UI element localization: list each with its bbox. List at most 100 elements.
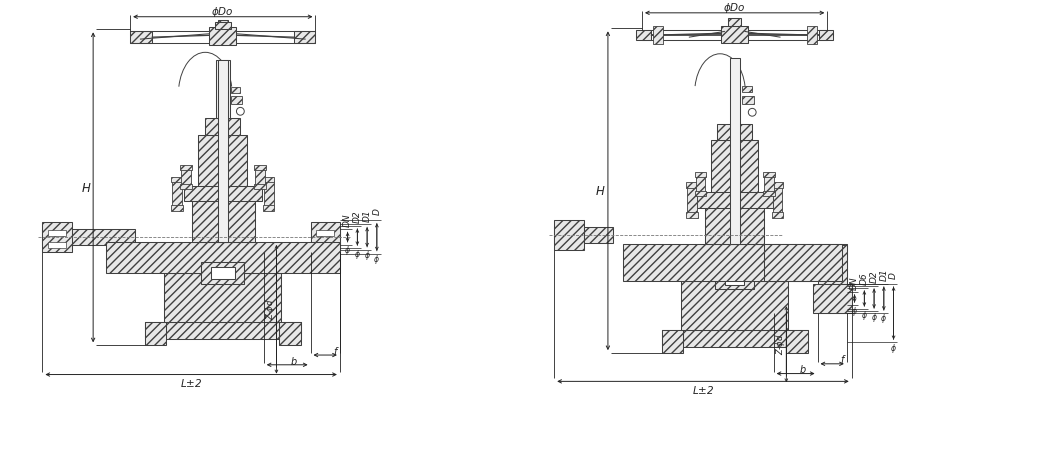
Text: H: H bbox=[82, 181, 91, 194]
Bar bbox=[728, 18, 742, 27]
Bar bbox=[681, 281, 788, 330]
Text: Z-$\phi$d: Z-$\phi$d bbox=[265, 298, 277, 319]
Text: $\phi$: $\phi$ bbox=[354, 247, 360, 260]
Text: D: D bbox=[372, 208, 382, 215]
Bar bbox=[316, 231, 334, 237]
Bar bbox=[183, 187, 261, 202]
Bar bbox=[652, 28, 663, 45]
Bar bbox=[218, 21, 228, 28]
Bar bbox=[813, 284, 852, 313]
Bar bbox=[144, 322, 300, 340]
Text: f: f bbox=[333, 346, 336, 356]
Bar bbox=[773, 188, 782, 213]
Bar bbox=[144, 322, 167, 345]
Text: $\phi$: $\phi$ bbox=[871, 310, 878, 323]
Bar bbox=[742, 87, 753, 92]
Bar bbox=[695, 192, 706, 197]
Bar bbox=[772, 212, 783, 218]
Bar bbox=[716, 270, 755, 289]
Bar bbox=[216, 60, 230, 119]
Bar bbox=[637, 31, 650, 41]
Bar bbox=[262, 206, 274, 211]
Bar bbox=[171, 206, 182, 211]
Bar bbox=[164, 274, 281, 322]
Bar bbox=[171, 177, 182, 183]
Bar bbox=[696, 176, 705, 196]
Bar bbox=[763, 192, 775, 197]
Text: DN: DN bbox=[344, 213, 352, 227]
Bar bbox=[697, 193, 773, 208]
Bar bbox=[772, 183, 783, 189]
Bar bbox=[42, 230, 135, 245]
Bar bbox=[209, 28, 236, 46]
Text: $\phi$Do: $\phi$Do bbox=[723, 1, 746, 15]
Bar bbox=[786, 330, 807, 353]
Text: $\phi$: $\phi$ bbox=[345, 244, 351, 257]
Text: Z-$\phi$d: Z-$\phi$d bbox=[774, 333, 787, 354]
Bar bbox=[231, 88, 240, 93]
Bar bbox=[729, 59, 740, 244]
Text: $\phi$: $\phi$ bbox=[364, 249, 371, 262]
Text: $\phi$: $\phi$ bbox=[852, 304, 858, 317]
Bar bbox=[311, 230, 339, 245]
Bar bbox=[201, 263, 245, 284]
Text: b: b bbox=[291, 356, 297, 366]
Bar bbox=[254, 185, 266, 190]
Bar bbox=[711, 140, 758, 201]
Text: D2: D2 bbox=[353, 210, 362, 223]
Bar bbox=[554, 221, 584, 250]
Text: L$\pm$2: L$\pm$2 bbox=[691, 383, 715, 395]
Text: D6: D6 bbox=[860, 272, 868, 285]
Bar bbox=[105, 242, 339, 274]
Bar bbox=[695, 172, 706, 177]
Bar bbox=[686, 212, 698, 218]
Bar bbox=[218, 60, 228, 242]
Bar bbox=[725, 274, 744, 285]
Text: $\phi$: $\phi$ bbox=[880, 312, 887, 325]
Bar bbox=[818, 245, 846, 313]
Bar bbox=[764, 244, 842, 281]
Bar bbox=[554, 228, 584, 244]
Bar bbox=[198, 135, 248, 194]
Bar bbox=[721, 27, 748, 44]
Text: D2: D2 bbox=[870, 270, 879, 283]
Bar bbox=[42, 223, 72, 252]
Text: $\phi$: $\phi$ bbox=[891, 341, 897, 354]
Bar bbox=[279, 322, 300, 345]
Text: DN: DN bbox=[851, 276, 859, 289]
Bar bbox=[686, 183, 698, 189]
Bar bbox=[192, 194, 255, 242]
Text: L$\pm$2: L$\pm$2 bbox=[180, 377, 202, 388]
Bar bbox=[717, 124, 753, 140]
Bar bbox=[180, 185, 192, 190]
Text: H: H bbox=[596, 185, 605, 198]
Text: D: D bbox=[890, 271, 898, 278]
Bar bbox=[311, 223, 339, 252]
Bar bbox=[623, 244, 846, 281]
Text: $\phi$Do: $\phi$Do bbox=[212, 5, 234, 19]
Bar bbox=[763, 172, 775, 177]
Bar bbox=[819, 31, 833, 41]
Bar bbox=[211, 268, 234, 279]
Bar bbox=[316, 242, 334, 248]
Bar bbox=[131, 32, 152, 44]
Bar bbox=[742, 97, 755, 104]
Bar bbox=[264, 182, 273, 207]
Bar bbox=[181, 170, 191, 189]
Bar bbox=[180, 166, 192, 170]
Bar bbox=[764, 176, 774, 196]
Bar bbox=[294, 32, 315, 44]
Bar bbox=[172, 182, 182, 207]
Bar bbox=[806, 28, 817, 45]
Text: f: f bbox=[840, 354, 843, 364]
Bar bbox=[262, 177, 274, 183]
Text: D1: D1 bbox=[363, 209, 372, 221]
Text: D1: D1 bbox=[879, 268, 889, 281]
Bar bbox=[584, 228, 612, 244]
Bar bbox=[48, 242, 65, 248]
Bar bbox=[215, 23, 231, 30]
Bar bbox=[255, 170, 265, 189]
Text: b: b bbox=[800, 364, 805, 374]
Text: $\phi$: $\phi$ bbox=[861, 308, 867, 321]
Bar bbox=[231, 97, 242, 104]
